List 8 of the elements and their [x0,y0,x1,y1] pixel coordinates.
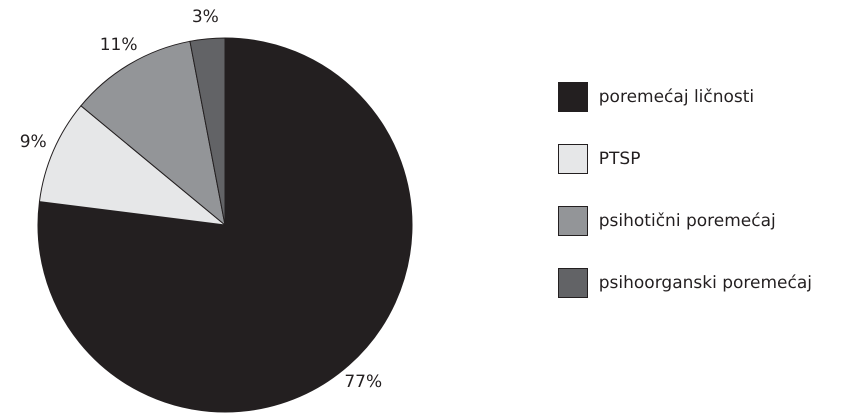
data-label: 77% [344,372,382,392]
data-label: 3% [192,6,219,27]
legend-label: psihotični poremećaj [598,211,776,231]
legend-label: psihoorganski poremećaj [598,273,812,293]
data-label: 11% [100,35,138,56]
legend-label: PTSP [598,149,640,169]
data-label: 9% [20,132,47,152]
legend-label: poremećaj ličnosti [598,87,754,107]
